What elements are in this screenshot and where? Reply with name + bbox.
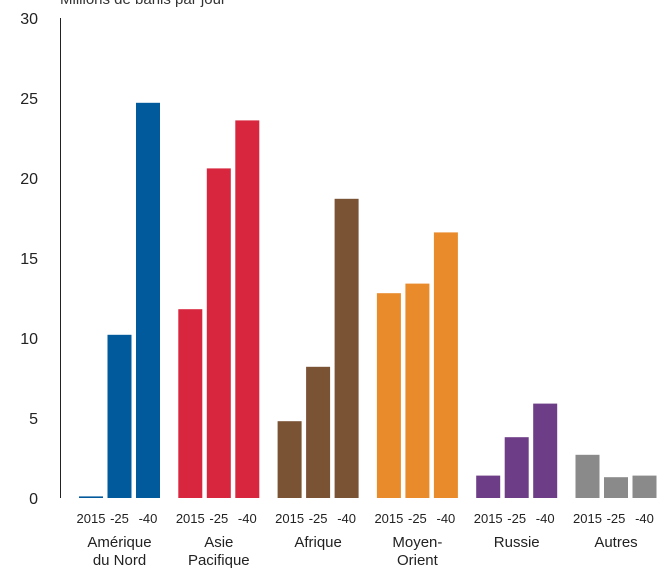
x-tick-labels: 2015 -25 -40 2015 -25 -40 2015 -25 -40 2015 -25 -40… [77,511,654,526]
x-tick-label: -25 [507,511,526,526]
y-tick-labels: 0 5 10 15 20 25 30 [20,11,38,508]
x-tick-label: 2015 [374,511,403,526]
x-tick-label: -25 [607,511,626,526]
group-label: Pacifique [188,552,250,568]
y-tick-label: 25 [20,91,38,108]
group-label: Afrique [294,534,342,551]
y-tick-label: 15 [20,251,38,268]
bar [306,366,331,498]
bar [575,454,600,498]
group-label: Moyen- [392,534,442,551]
group-label: Asie [204,534,233,551]
bar [206,168,231,498]
x-tick-label: -25 [408,511,427,526]
chart-title: Millions de barils par jour [60,0,226,8]
x-tick-label: 2015 [474,511,503,526]
bar [107,334,132,498]
bar [476,475,501,498]
bar [235,120,260,499]
x-tick-label: 2015 [77,511,106,526]
x-tick-label: 2015 [275,511,304,526]
bar [632,475,657,498]
x-tick-label: -25 [309,511,328,526]
x-tick-label: -25 [110,511,129,526]
x-tick-label: -40 [437,511,456,526]
bar [504,437,529,498]
bar [405,283,430,498]
bars [79,102,657,499]
bar [376,293,401,498]
y-tick-label: 20 [20,171,38,188]
x-tick-label: -40 [635,511,654,526]
group-label: Russie [494,534,540,551]
x-tick-label: -40 [238,511,257,526]
group-label: Autres [594,534,637,551]
y-tick-label: 5 [29,411,38,428]
group-label: Orient [397,552,439,568]
group-label: Amérique [87,534,151,551]
bar [433,232,458,498]
bar [604,477,628,498]
bar [178,309,203,498]
x-tick-label: -40 [536,511,555,526]
bar [79,496,103,498]
bar [136,102,160,499]
bar [533,403,558,498]
x-tick-label: -40 [337,511,356,526]
y-tick-label: 10 [20,331,38,348]
bar [334,198,359,499]
x-tick-label: 2015 [573,511,602,526]
y-tick-label: 0 [29,491,38,508]
group-label: du Nord [93,552,146,568]
y-tick-label: 30 [20,11,38,28]
bar [277,421,302,498]
x-tick-label: -40 [139,511,158,526]
x-tick-label: 2015 [176,511,205,526]
x-tick-label: -25 [209,511,228,526]
